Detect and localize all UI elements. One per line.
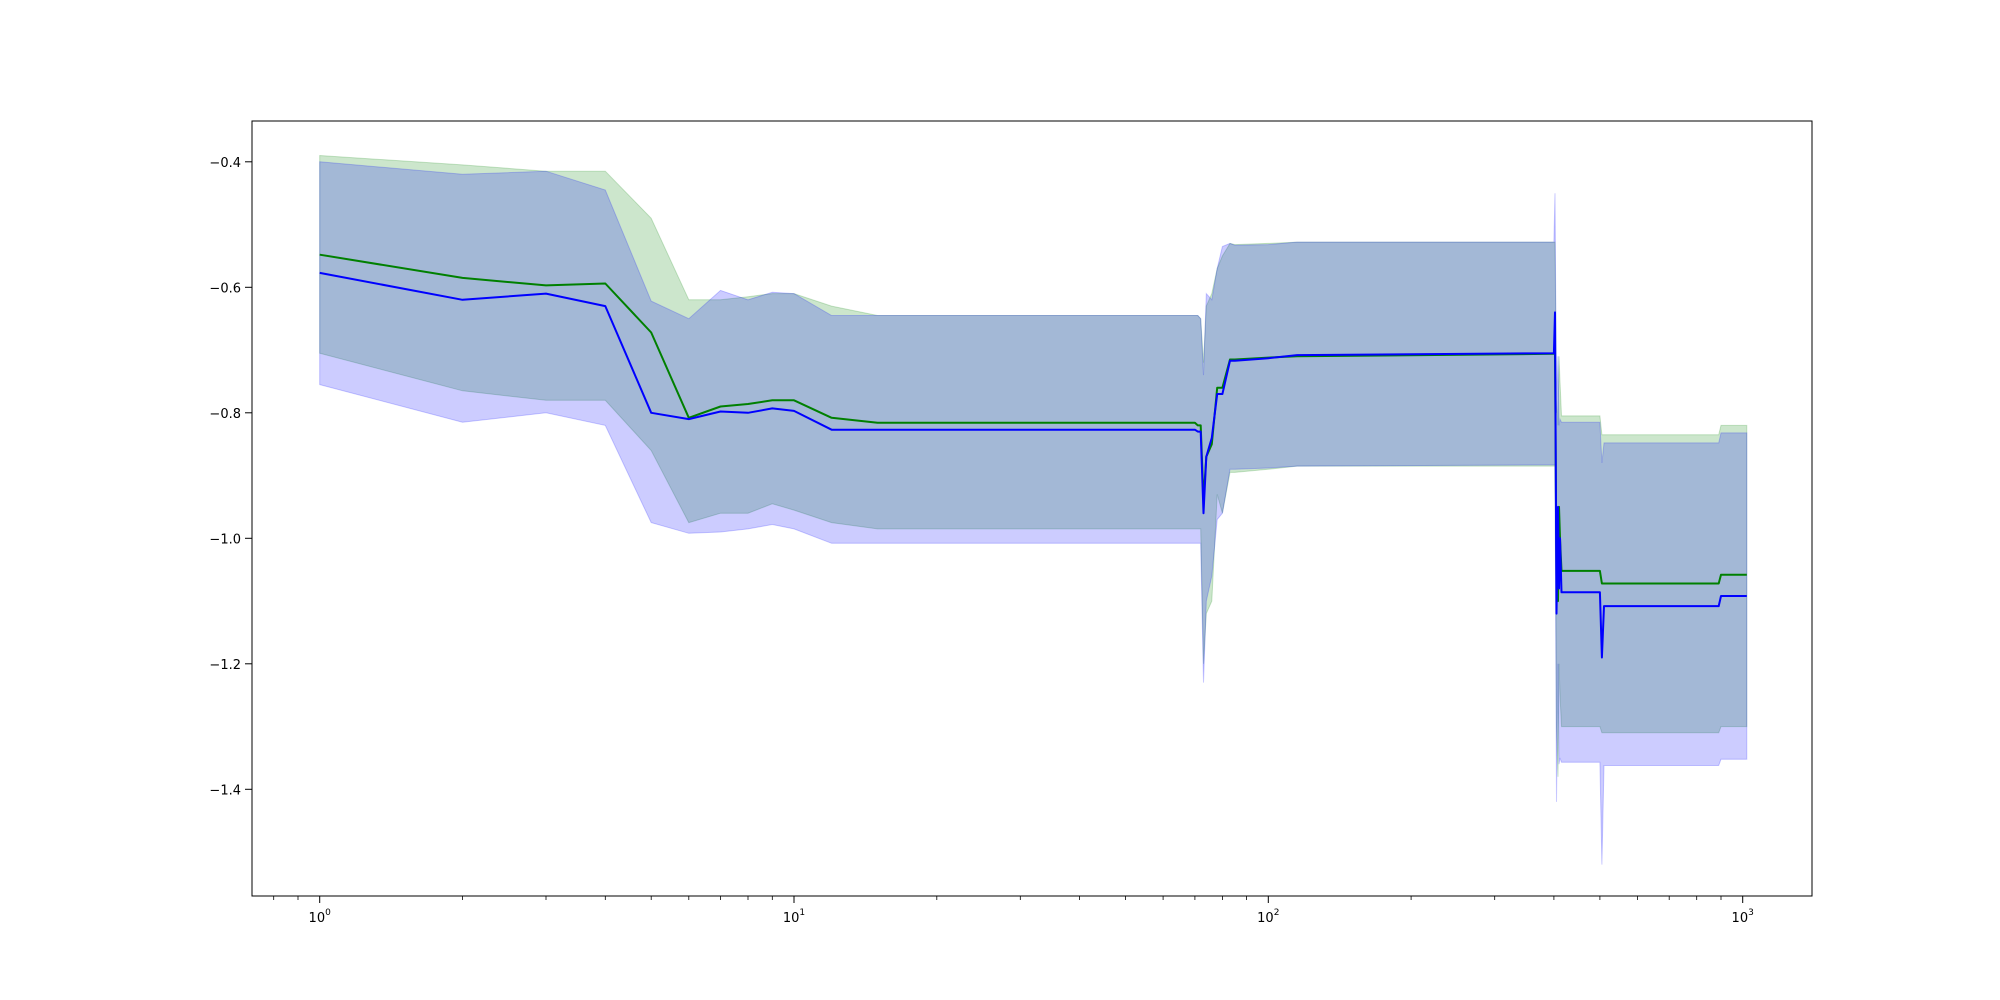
- plot-frame: [251, 120, 1813, 897]
- x-tick-base: 10: [309, 911, 326, 926]
- series-2-line: [319, 271, 1747, 659]
- confidence-bands: [319, 154, 1748, 865]
- x-tick-base: 10: [1732, 911, 1749, 926]
- x-tick-label: 100: [309, 908, 332, 926]
- x-tick-exponent: 3: [1748, 908, 1754, 918]
- y-tick-label: −1.0: [209, 532, 241, 547]
- series-2-band: [319, 161, 1748, 865]
- x-tick-label: 102: [1257, 908, 1279, 926]
- x-tick-exponent: 2: [1274, 908, 1280, 918]
- y-axis: −0.4 −0.6 −0.8 −1.0 −1.2 −1.4: [209, 156, 252, 798]
- x-tick-base: 10: [1257, 911, 1274, 926]
- y-tick-label: −0.8: [209, 407, 241, 422]
- y-tick-label: −1.2: [209, 658, 241, 673]
- series-1-line: [319, 253, 1747, 603]
- series-1-band: [319, 154, 1748, 777]
- y-tick-label: −0.4: [209, 156, 241, 171]
- series-lines: [319, 253, 1747, 659]
- x-tick-base: 10: [783, 911, 800, 926]
- y-tick-label: −0.6: [209, 281, 241, 296]
- x-tick-label: 103: [1732, 908, 1754, 926]
- x-tick-exponent: 1: [799, 908, 805, 918]
- y-tick-label: −1.4: [209, 783, 241, 798]
- x-axis: 100 101 102 103: [273, 896, 1754, 926]
- x-tick-label: 101: [783, 908, 805, 926]
- x-tick-exponent: 0: [325, 908, 331, 918]
